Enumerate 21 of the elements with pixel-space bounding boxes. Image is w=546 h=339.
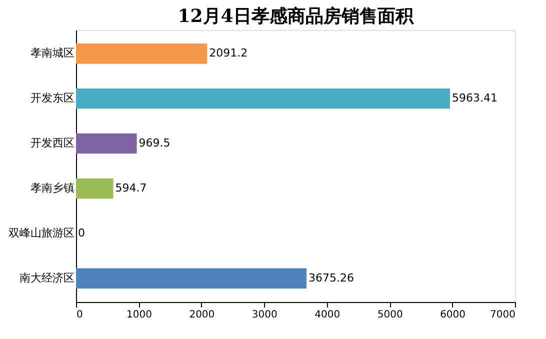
y-tick-label: 双峰山旅游区 — [8, 226, 74, 240]
data-label: 594.7 — [115, 181, 147, 194]
y-tick-label: 开发西区 — [30, 136, 74, 150]
x-tick-label: 5000 — [377, 310, 403, 320]
data-label: 0 — [78, 226, 85, 240]
x-tick-label: 4000 — [314, 310, 340, 320]
y-tick-label: 南大经济区 — [20, 271, 74, 284]
data-label: 969.5 — [138, 136, 170, 150]
data-label: 2091.2 — [209, 46, 248, 60]
x-tick-label: 3000 — [252, 310, 278, 320]
y-tick-label: 孝南乡镇 — [30, 181, 74, 194]
x-tick-label: 6000 — [440, 310, 466, 320]
data-label: 3675.26 — [308, 271, 354, 284]
x-tick-label: 1000 — [126, 310, 152, 320]
y-tick-label: 开发东区 — [30, 92, 74, 105]
x-tick-label: 0 — [76, 310, 83, 320]
data-label: 5963.41 — [452, 92, 498, 105]
chart-title: 12月4日孝感商品房销售面积 — [178, 6, 414, 27]
y-tick-label: 孝南城区 — [30, 46, 74, 60]
x-tick-label: 2000 — [189, 310, 215, 320]
x-tick-label: 7000 — [490, 310, 516, 320]
